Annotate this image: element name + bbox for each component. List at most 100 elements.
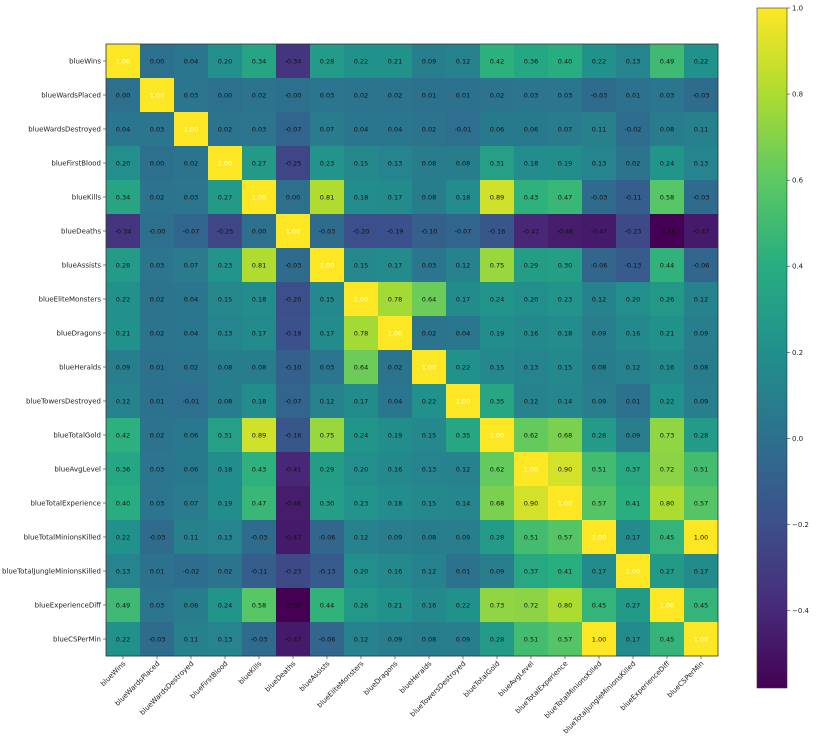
heatmap-cell-label: 0.01 (150, 363, 164, 371)
heatmap-cell (344, 554, 379, 589)
heatmap-cell (446, 520, 481, 555)
heatmap-cell (344, 282, 379, 317)
heatmap-cell (208, 44, 243, 79)
heatmap-cell-label: 1.00 (456, 397, 470, 405)
heatmap-cell (412, 112, 447, 147)
heatmap-cell-label: 0.06 (524, 125, 538, 133)
heatmap-cell (548, 384, 583, 419)
heatmap-cell (242, 622, 277, 657)
heatmap-cell (412, 44, 447, 79)
heatmap-cell-label: -0.41 (285, 465, 302, 473)
heatmap-cell (514, 44, 549, 79)
heatmap-cell-label: -0.19 (285, 329, 302, 337)
heatmap-cell-label: 0.14 (558, 397, 572, 405)
heatmap-cell (548, 622, 583, 657)
heatmap-cell-label: 0.28 (694, 431, 708, 439)
heatmap-cell (242, 350, 277, 385)
heatmap-cell-label: 0.15 (320, 295, 334, 303)
y-tick-label: blueCSPerMin (53, 636, 101, 644)
heatmap-cell-label: 1.00 (626, 567, 640, 575)
heatmap-cell-label: 0.30 (558, 261, 572, 269)
heatmap-cell-label: 0.31 (490, 159, 504, 167)
heatmap-cell-label: 0.15 (354, 261, 368, 269)
heatmap-cell (242, 282, 277, 317)
heatmap-cell (344, 384, 379, 419)
heatmap-cell-label: 0.18 (524, 159, 538, 167)
heatmap-cell (344, 248, 379, 283)
heatmap-cell (276, 418, 311, 453)
heatmap-cell-label: 0.01 (626, 397, 640, 405)
heatmap-cell-label: 0.28 (592, 431, 606, 439)
heatmap-cell-label: 0.21 (388, 57, 402, 65)
heatmap-cell (276, 384, 311, 419)
heatmap-cell-label: 0.08 (456, 159, 470, 167)
heatmap-cell (344, 622, 379, 657)
heatmap-cell-label: -0.34 (285, 57, 302, 65)
heatmap-cell-label: 0.17 (592, 567, 606, 575)
colorbar-tick-label: 0.4 (792, 263, 804, 271)
heatmap-cell (514, 146, 549, 181)
heatmap-cell-label: 0.16 (626, 329, 640, 337)
heatmap-cell-label: 0.01 (456, 91, 470, 99)
heatmap-cell-label: 0.23 (218, 261, 232, 269)
heatmap-cell (140, 486, 175, 521)
heatmap-cell-label: 0.11 (184, 635, 198, 643)
heatmap-cell-label: 0.02 (150, 431, 164, 439)
heatmap-cell (684, 44, 719, 79)
heatmap-cell-label: 1.00 (592, 635, 606, 643)
heatmap-cell-label: -0.03 (591, 91, 608, 99)
heatmap-cell-label: -0.47 (285, 533, 302, 541)
heatmap-cell-label: 0.00 (150, 159, 164, 167)
heatmap-cell-label: -0.41 (523, 227, 540, 235)
heatmap-cell (174, 452, 209, 487)
heatmap-cell-label: 0.18 (218, 465, 232, 473)
heatmap-cell (582, 452, 617, 487)
heatmap-cell-label: 0.20 (116, 159, 130, 167)
heatmap-cell (310, 248, 345, 283)
heatmap-cell-label: -0.10 (421, 227, 438, 235)
heatmap-cell-label: 0.09 (694, 397, 708, 405)
heatmap-cell (548, 214, 583, 249)
heatmap-cell (106, 418, 141, 453)
heatmap-cell (140, 418, 175, 453)
heatmap-cell (480, 384, 515, 419)
heatmap-cell-label: 0.02 (184, 159, 198, 167)
x-tick-label: blueDeaths (264, 660, 298, 694)
heatmap-cell-label: 0.01 (150, 397, 164, 405)
heatmap-cell (616, 486, 651, 521)
heatmap-cell-label: 0.15 (354, 159, 368, 167)
heatmap-cell-label: 0.22 (660, 397, 674, 405)
heatmap-cell-label: 1.00 (184, 125, 198, 133)
heatmap-cell (174, 520, 209, 555)
heatmap-cell (480, 44, 515, 79)
heatmap-cell-label: 0.45 (660, 533, 674, 541)
heatmap-cell-label: 0.13 (218, 329, 232, 337)
colorbar-gradient (756, 7, 788, 689)
heatmap-cell-label: 0.17 (626, 533, 640, 541)
heatmap-cell (276, 316, 311, 351)
heatmap-cell-label: 0.03 (320, 91, 334, 99)
heatmap-cell-label: -0.10 (285, 363, 302, 371)
heatmap-cell (310, 350, 345, 385)
heatmap-cell-label: -0.16 (489, 227, 506, 235)
heatmap-cell (106, 78, 141, 113)
heatmap-cell-label: 0.12 (422, 567, 436, 575)
heatmap-cell (446, 350, 481, 385)
heatmap-cell-label: 0.02 (626, 159, 640, 167)
heatmap-cell (514, 520, 549, 555)
colorbar-tick-label: −0.4 (792, 607, 810, 615)
heatmap-cell-label: 0.36 (524, 57, 538, 65)
heatmap-cell-label: -0.03 (149, 635, 166, 643)
y-tick-label: blueTotalMinionsKilled (24, 534, 101, 542)
heatmap-cell-label: 0.20 (354, 567, 368, 575)
heatmap-cell-label: -0.03 (149, 533, 166, 541)
heatmap-cell (378, 554, 413, 589)
heatmap-cell-label: 0.49 (116, 601, 130, 609)
heatmap-cell (582, 384, 617, 419)
heatmap-cell (242, 486, 277, 521)
heatmap-cell-label: 0.04 (184, 329, 198, 337)
heatmap-cell-label: 0.15 (558, 363, 572, 371)
heatmap-cell (684, 282, 719, 317)
heatmap-cell (174, 622, 209, 657)
heatmap-cell (344, 520, 379, 555)
